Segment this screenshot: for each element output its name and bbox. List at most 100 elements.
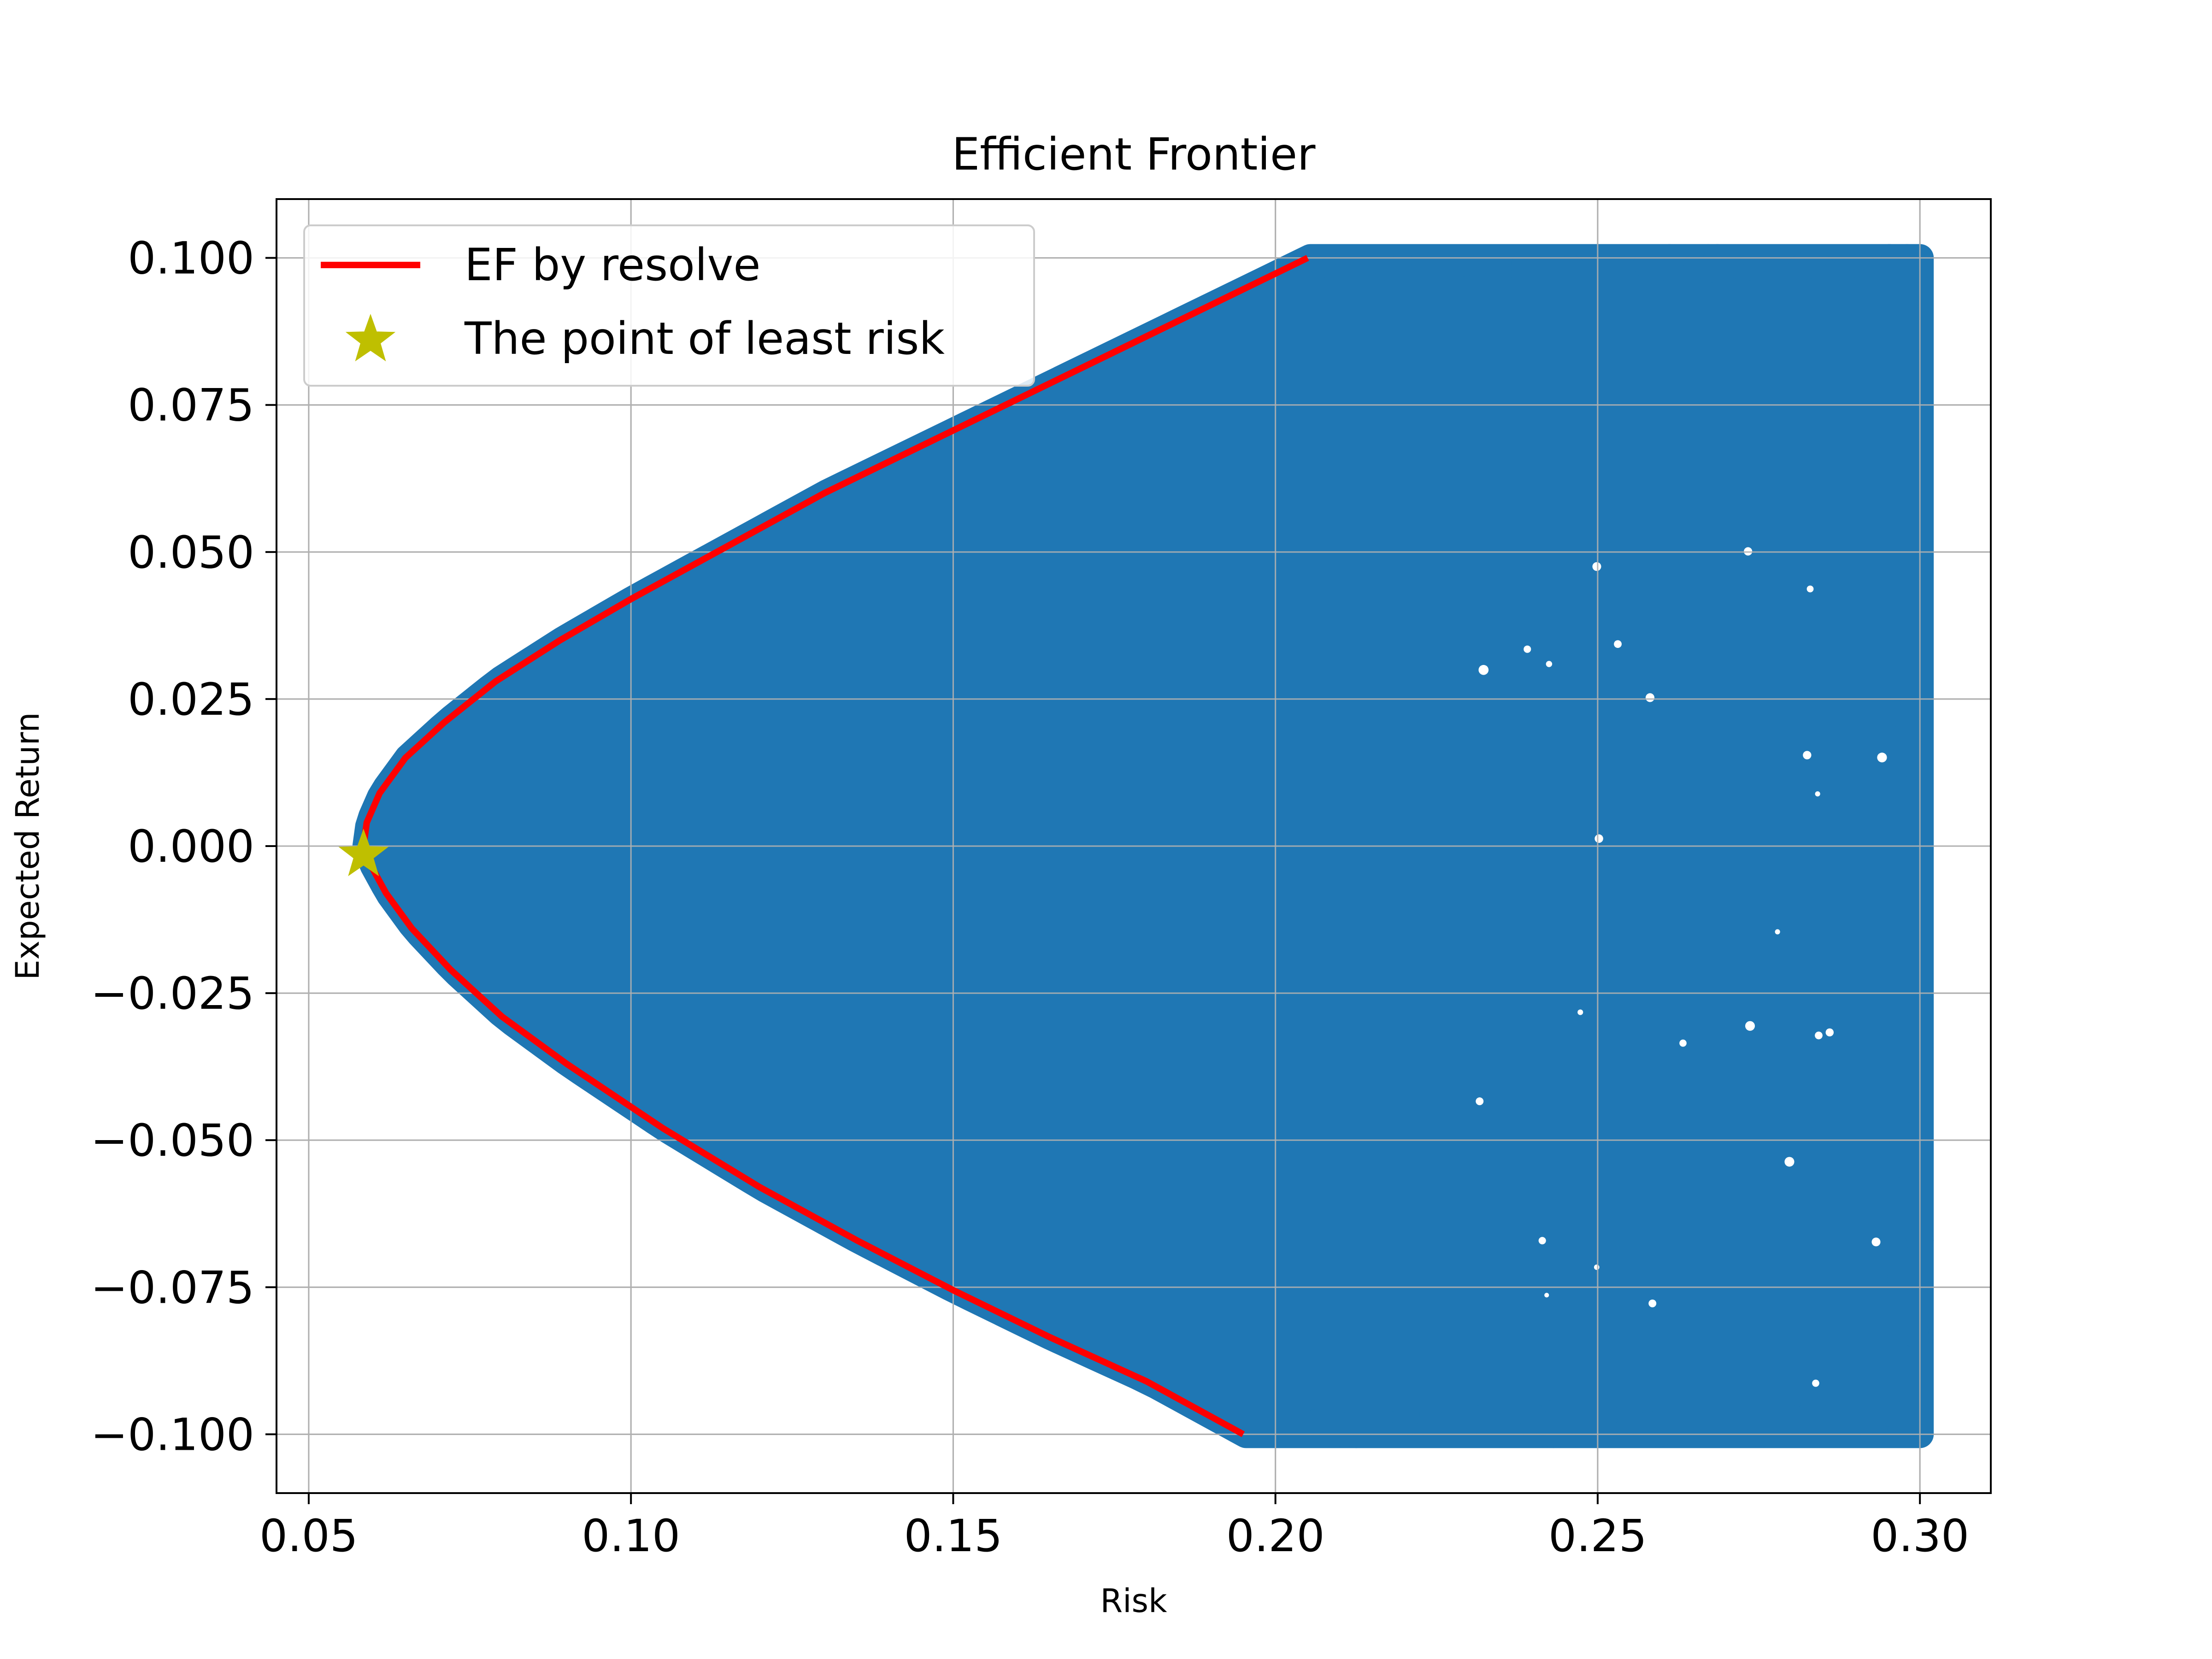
scatter-point bbox=[1905, 419, 1933, 447]
scatter-point bbox=[1696, 254, 1724, 282]
scatter-gap bbox=[1648, 1299, 1657, 1307]
scatter-point bbox=[1581, 1415, 1609, 1443]
scatter-gap bbox=[1745, 1021, 1755, 1031]
scatter-gap bbox=[1544, 1293, 1549, 1298]
y-tick-label: −0.025 bbox=[91, 968, 254, 1019]
scatter-point bbox=[1888, 1265, 1916, 1293]
scatter-point bbox=[1519, 1404, 1547, 1432]
legend-label-least-risk: The point of least risk bbox=[464, 313, 945, 365]
scatter-point bbox=[1887, 1349, 1915, 1377]
scatter-point bbox=[1392, 1403, 1420, 1431]
scatter-point bbox=[1633, 250, 1661, 278]
least-risk-series bbox=[338, 829, 389, 877]
scatter-point bbox=[1890, 1150, 1918, 1178]
y-axis-ticks: 0.100 0.075 0.050 0.025 0.000 −0.025 −0.050 −0.… bbox=[91, 233, 276, 1460]
x-tick-label: 0.10 bbox=[582, 1510, 680, 1562]
chart-title: Efficient Frontier bbox=[952, 129, 1316, 180]
scatter-point bbox=[1889, 245, 1917, 273]
scatter-point bbox=[1903, 361, 1931, 389]
x-tick-label: 0.30 bbox=[1871, 1510, 1969, 1562]
scatter-gap bbox=[1592, 562, 1601, 571]
x-tick-label: 0.25 bbox=[1548, 1510, 1647, 1562]
x-tick-label: 0.05 bbox=[259, 1510, 358, 1562]
scatter-point bbox=[1896, 1379, 1924, 1407]
scatter-point bbox=[1890, 289, 1918, 317]
scatter-point bbox=[1463, 1406, 1491, 1434]
scatter-point bbox=[1582, 250, 1610, 278]
scatter-gap bbox=[1476, 1097, 1484, 1106]
legend-label-ef: EF by resolve bbox=[465, 239, 760, 291]
scatter-point bbox=[1893, 559, 1921, 587]
scatter-gap bbox=[1815, 1031, 1823, 1040]
scatter-point bbox=[1798, 1418, 1826, 1446]
scatter-point bbox=[1888, 491, 1916, 519]
scatter-gap bbox=[1877, 753, 1887, 763]
y-tick-label: −0.075 bbox=[91, 1262, 254, 1313]
scatter-point bbox=[1848, 253, 1877, 281]
y-tick-label: 0.000 bbox=[128, 821, 254, 872]
scatter-point bbox=[1473, 245, 1501, 273]
scatter-point bbox=[1891, 1095, 1919, 1123]
scatter-gap bbox=[1546, 661, 1553, 667]
scatter-point bbox=[1901, 444, 1930, 472]
scatter-point bbox=[1512, 248, 1540, 276]
scatter-point bbox=[1617, 1406, 1645, 1435]
scatter-point bbox=[1902, 645, 1930, 673]
scatter-gap bbox=[1812, 1379, 1819, 1387]
scatter-gap bbox=[1614, 640, 1622, 648]
star-icon bbox=[345, 314, 396, 362]
scatter-gap bbox=[1784, 1157, 1794, 1167]
scatter-gap bbox=[1679, 1039, 1687, 1047]
scatter-point bbox=[1881, 411, 1909, 439]
scatter-point bbox=[1883, 1401, 1911, 1430]
y-tick-label: −0.050 bbox=[91, 1115, 254, 1166]
scatter-point bbox=[1761, 248, 1789, 276]
scatter-point bbox=[1886, 1240, 1914, 1268]
scatter-point bbox=[1900, 850, 1928, 878]
scatter-point bbox=[1537, 247, 1565, 275]
scatter-gap bbox=[1815, 791, 1820, 797]
y-tick-label: 0.050 bbox=[128, 527, 254, 578]
scatter-point bbox=[1881, 728, 1909, 756]
scatter-gap bbox=[1538, 1237, 1546, 1245]
scatter-gap bbox=[1803, 751, 1812, 759]
y-tick-label: −0.100 bbox=[91, 1409, 254, 1460]
scatter-point bbox=[1905, 961, 1933, 989]
scatter-gap bbox=[1645, 693, 1655, 702]
scatter-gap bbox=[1806, 585, 1814, 593]
scatter-point bbox=[1886, 537, 1914, 565]
scatter-point bbox=[1889, 1204, 1917, 1232]
y-axis-label: Expected Return bbox=[9, 712, 47, 980]
y-tick-label: 0.075 bbox=[128, 380, 254, 431]
scatter-point bbox=[1883, 1061, 1911, 1089]
scatter-point bbox=[1734, 1400, 1762, 1428]
x-axis-label: Risk bbox=[1100, 1582, 1167, 1620]
scatter-point bbox=[1433, 1411, 1461, 1439]
scatter-point bbox=[1486, 1418, 1514, 1446]
y-tick-label: 0.100 bbox=[128, 233, 254, 284]
scatter-point bbox=[1882, 377, 1910, 405]
scatter-gap bbox=[1594, 1265, 1600, 1270]
scatter-point bbox=[1892, 883, 1920, 912]
scatter-gap bbox=[1871, 1237, 1881, 1247]
scatter-point bbox=[1890, 338, 1918, 366]
scatter-point bbox=[1426, 246, 1454, 274]
scatter-point bbox=[1799, 245, 1827, 273]
x-axis-ticks: 0.05 0.10 0.15 0.20 0.25 0.30 bbox=[259, 1493, 1969, 1562]
scatter-point bbox=[1882, 971, 1910, 999]
scatter-point bbox=[1603, 253, 1631, 281]
y-tick-label: 0.025 bbox=[128, 674, 254, 725]
scatter-point bbox=[1901, 624, 1930, 652]
scatter-point bbox=[1291, 1410, 1319, 1438]
legend: EF by resolve The point of least risk bbox=[303, 224, 1035, 387]
grid-overlay bbox=[276, 199, 1991, 1493]
x-tick-label: 0.20 bbox=[1226, 1510, 1325, 1562]
scatter-point bbox=[1365, 246, 1394, 274]
scatter-gap bbox=[1478, 665, 1489, 675]
scatter-point bbox=[1897, 1028, 1925, 1056]
scatter-point bbox=[1365, 1403, 1394, 1431]
scatter-gap bbox=[1594, 834, 1603, 843]
x-tick-label: 0.15 bbox=[904, 1510, 1003, 1562]
scatter-point bbox=[1344, 1401, 1372, 1430]
